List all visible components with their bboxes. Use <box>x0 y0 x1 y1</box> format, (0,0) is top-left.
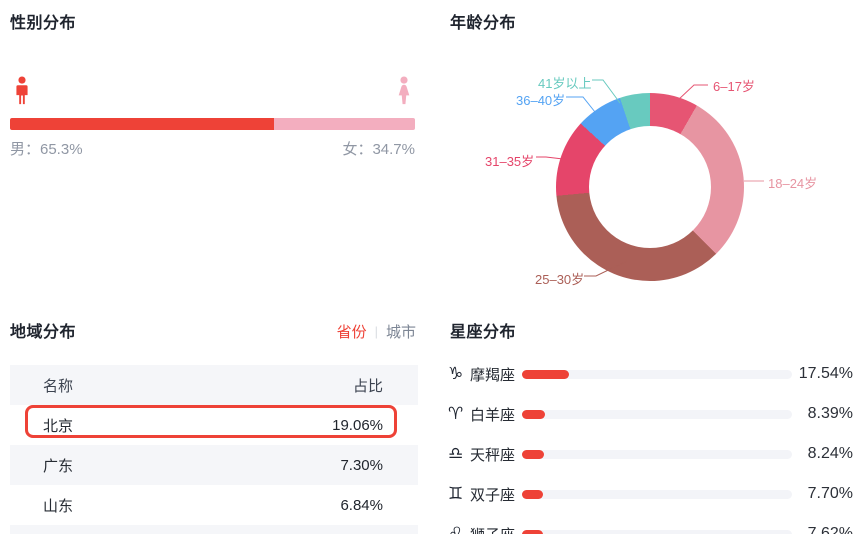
region-distribution-panel: 地域分布 省份 | 城市 名称 占比 北京 19.06% 广东 7.30% <box>10 318 418 534</box>
zodiac-bar-fill <box>522 529 543 534</box>
table-row-guangdong[interactable]: 广东 7.30% <box>10 445 418 485</box>
gemini-icon: ♊ <box>448 484 464 504</box>
libra-icon: ♎ <box>448 444 464 464</box>
zodiac-bar-fill <box>522 449 545 459</box>
gender-icons <box>10 76 415 116</box>
gender-ratio-bar <box>10 118 415 130</box>
region-value: 6.84% <box>340 496 383 514</box>
table-row-shandong[interactable]: 山东 6.84% <box>10 485 418 525</box>
region-tabs: 省份 | 城市 <box>337 321 418 342</box>
age-donut-chart[interactable] <box>556 93 744 281</box>
region-value: 7.30% <box>340 456 383 474</box>
column-header-share: 占比 <box>352 377 383 395</box>
zodiac-name: 天秤座 <box>470 446 516 464</box>
age-slice-label-25-30: 25–30岁 <box>535 272 585 287</box>
column-header-name: 名称 <box>43 377 74 395</box>
zodiac-value: 8.39% <box>807 405 853 422</box>
female-icon <box>398 76 410 105</box>
age-distribution-panel: 年龄分布 6–17岁 18–24岁 25–30岁 31–35岁 36–40岁 4… <box>450 9 862 300</box>
region-name: 北京 <box>43 417 74 435</box>
zodiac-bar-track <box>522 409 792 419</box>
age-slice-label-6-17: 6–17岁 <box>713 79 755 94</box>
age-slice-label-36-40: 36–40岁 <box>516 93 566 108</box>
zodiac-row-aries: ♈ 白羊座 8.39% <box>448 394 860 434</box>
age-slice-label-18-24: 18–24岁 <box>768 176 818 191</box>
female-percentage-label: 女：34.7% <box>342 141 415 158</box>
zodiac-bar-track <box>522 449 792 459</box>
region-name: 山东 <box>43 497 74 515</box>
age-panel-title: 年龄分布 <box>450 15 517 32</box>
zodiac-row-leo: ♌ 狮子座 7.62% <box>448 514 860 534</box>
gender-distribution-panel: 性别分布 男：65.3% 女：34.7% <box>10 9 415 158</box>
male-percentage-label: 男：65.3% <box>10 141 83 158</box>
zodiac-bar-track <box>522 529 792 534</box>
zodiac-row-gemini: ♊ 双子座 7.70% <box>448 474 860 514</box>
region-value: 19.06% <box>332 416 383 434</box>
donut-leader-lines <box>536 79 764 277</box>
age-slice-label-31-35: 31–35岁 <box>485 154 535 169</box>
tab-province[interactable]: 省份 <box>336 324 367 341</box>
region-header: 地域分布 省份 | 城市 <box>10 318 418 342</box>
region-panel-title: 地域分布 <box>10 324 77 341</box>
zodiac-value: 7.62% <box>807 525 853 534</box>
zodiac-name: 白羊座 <box>470 406 516 424</box>
table-row-partial[interactable]: 江苏 <box>10 525 418 534</box>
zodiac-list: ♑ 摩羯座 17.54% ♈ 白羊座 8.39% ♎ 天秤座 <box>448 354 860 534</box>
tab-city[interactable]: 城市 <box>385 324 416 341</box>
region-name: 广东 <box>43 457 74 475</box>
zodiac-value: 17.54% <box>798 365 853 382</box>
gender-panel-title: 性别分布 <box>10 15 77 32</box>
male-icon <box>16 76 28 105</box>
zodiac-row-libra: ♎ 天秤座 8.24% <box>448 434 860 474</box>
zodiac-value: 8.24% <box>807 445 853 462</box>
zodiac-bar-track <box>522 489 792 499</box>
capricorn-icon: ♑ <box>448 364 464 384</box>
zodiac-distribution-panel: 星座分布 ♑ 摩羯座 17.54% ♈ 白羊座 8.39% ♎ 天秤座 <box>448 318 860 534</box>
zodiac-bar-fill <box>522 369 570 379</box>
zodiac-panel-title: 星座分布 <box>450 324 517 341</box>
zodiac-bar-fill <box>522 489 543 499</box>
zodiac-bar-fill <box>522 409 545 419</box>
zodiac-name: 双子座 <box>470 486 516 504</box>
leo-icon: ♌ <box>448 524 464 534</box>
gender-ratio-bar-male-fill <box>10 118 275 130</box>
donut-hole <box>589 126 711 248</box>
table-row-beijing[interactable]: 北京 19.06% <box>10 405 418 445</box>
aries-icon: ♈ <box>448 404 464 424</box>
tab-divider: | <box>374 324 378 339</box>
age-slice-label-41plus: 41岁以上 <box>538 76 592 91</box>
zodiac-name: 狮子座 <box>470 524 520 534</box>
gender-labels: 男：65.3% 女：34.7% <box>10 138 415 159</box>
zodiac-name: 摩羯座 <box>470 366 516 384</box>
region-table: 名称 占比 北京 19.06% 广东 7.30% 山东 6.84% 江苏 <box>10 365 418 534</box>
region-table-header: 名称 占比 <box>10 365 418 405</box>
zodiac-bar-track <box>522 369 792 379</box>
zodiac-row-capricorn: ♑ 摩羯座 17.54% <box>448 354 860 394</box>
zodiac-value: 7.70% <box>807 485 853 502</box>
